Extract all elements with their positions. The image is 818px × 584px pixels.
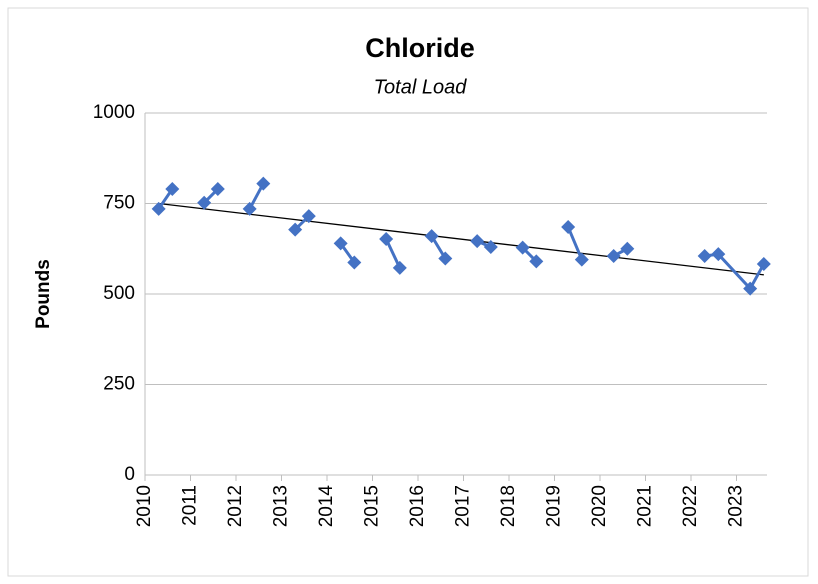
marker	[197, 195, 212, 210]
marker	[333, 236, 348, 251]
x-tick-label: 2021	[635, 485, 656, 527]
y-tick-label: 1000	[93, 102, 135, 123]
chart-subtitle: Total Load	[374, 76, 468, 98]
marker	[483, 239, 498, 254]
x-tick-label: 2018	[498, 485, 519, 527]
x-tick-label: 2013	[271, 485, 292, 527]
x-tick-label: 2023	[726, 485, 747, 527]
marker	[620, 241, 635, 256]
x-tick-label: 2014	[316, 485, 337, 528]
marker	[711, 247, 726, 262]
chart-title: Chloride	[365, 33, 475, 63]
marker	[347, 255, 362, 270]
x-tick-label: 2015	[362, 485, 383, 527]
x-tick-label: 2011	[180, 485, 201, 526]
chart-frame	[7, 7, 809, 577]
marker	[210, 182, 225, 197]
x-tick-label: 2012	[225, 485, 246, 527]
marker	[561, 220, 576, 235]
x-tick-label: 2017	[453, 485, 474, 527]
x-tick-label: 2020	[589, 485, 610, 527]
x-tick-label: 2016	[407, 485, 428, 527]
marker	[424, 229, 439, 244]
marker	[288, 222, 303, 237]
marker	[151, 201, 166, 216]
marker	[256, 176, 271, 191]
marker	[379, 231, 394, 246]
marker	[242, 201, 257, 216]
y-tick-label: 750	[103, 193, 135, 214]
marker	[697, 248, 712, 263]
marker	[756, 256, 771, 271]
trendline	[158, 202, 764, 276]
marker	[574, 252, 589, 267]
x-tick-label: 2010	[134, 485, 155, 527]
y-tick-label: 250	[103, 374, 135, 395]
x-tick-label: 2019	[544, 485, 565, 527]
y-axis-label: Pounds	[33, 259, 54, 329]
marker	[515, 240, 530, 255]
marker	[743, 281, 758, 296]
marker	[606, 248, 621, 263]
series-line	[157, 182, 766, 292]
marker	[392, 260, 407, 275]
marker	[301, 209, 316, 224]
y-tick-label: 0	[124, 464, 135, 485]
marker	[529, 254, 544, 269]
marker	[438, 251, 453, 266]
marker	[470, 234, 485, 249]
y-tick-label: 500	[103, 283, 135, 304]
marker	[165, 182, 180, 197]
x-tick-label: 2022	[680, 485, 701, 527]
